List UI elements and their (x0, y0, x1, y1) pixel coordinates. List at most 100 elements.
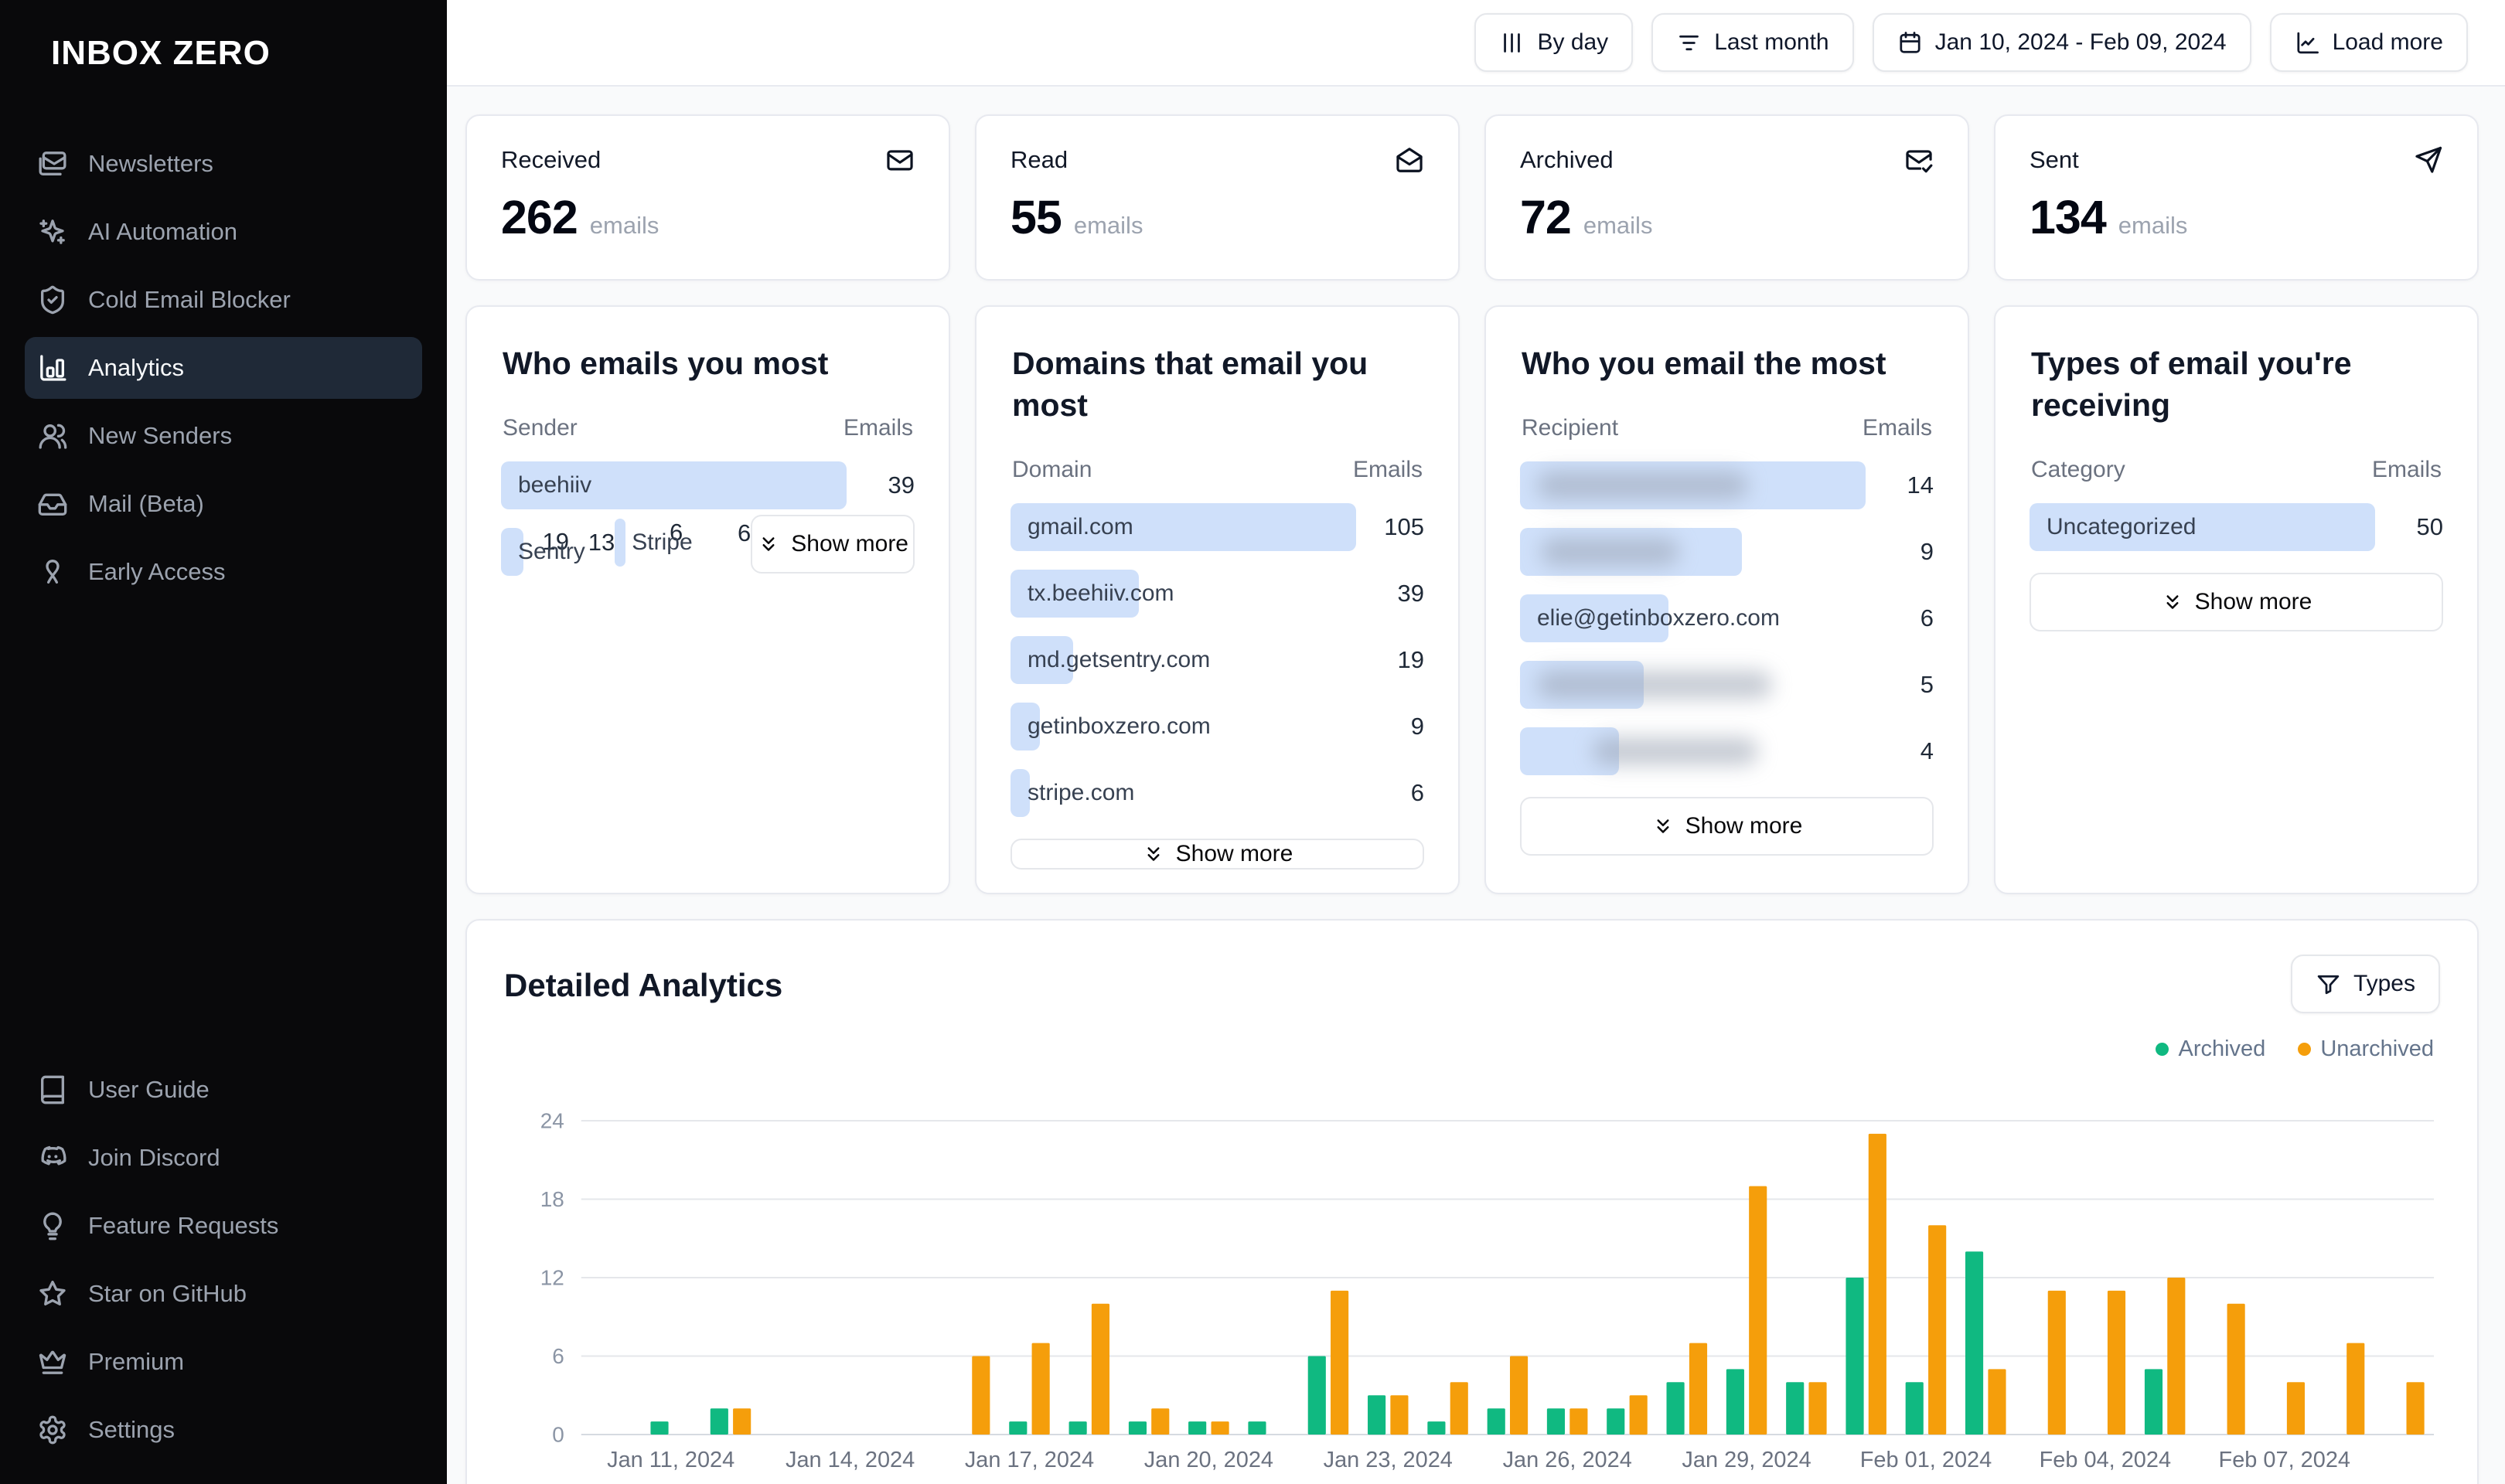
bar-unarchived (1091, 1303, 1110, 1435)
sidebar-item-join-discord[interactable]: Join Discord (25, 1127, 422, 1189)
row-value: 9 (1920, 538, 1934, 566)
row-value: 19 (1397, 646, 1424, 674)
chart-line-icon (2297, 32, 2319, 53)
row-value: 4 (1920, 737, 1934, 765)
row-label: tx.beehiiv.com (1028, 580, 1174, 607)
bar-unarchived (1509, 1356, 1529, 1435)
bar-unarchived (1988, 1369, 2006, 1435)
detailed-analytics-card: Detailed Analytics Types Archived Unarch… (465, 919, 2479, 1484)
panel-title: Who you email the most (1522, 345, 1886, 381)
legend-item-unarchived: Unarchived (2298, 1036, 2434, 1062)
bar-archived (1188, 1421, 1207, 1435)
sidebar-item-star-on-github[interactable]: Star on GitHub (25, 1263, 422, 1325)
bar-unarchived (1450, 1382, 1468, 1435)
stat-card-archived: Archived 72 emails (1484, 114, 1969, 281)
sidebar-item-ai-automation[interactable]: AI Automation (25, 201, 422, 263)
topbar-button-last-month[interactable]: Last month (1651, 13, 1854, 72)
bar-unarchived (1749, 1186, 1767, 1435)
stat-card-header: Read (1011, 145, 1424, 175)
topbar-button-load-more[interactable]: Load more (2269, 13, 2468, 72)
topbar-button-label: Last month (1714, 29, 1829, 55)
sidebar-item-early-access[interactable]: Early Access (25, 541, 422, 603)
bar-unarchived (972, 1356, 990, 1435)
stat-number: 55 (1011, 191, 1062, 243)
sidebar-item-feature-requests[interactable]: Feature Requests (25, 1195, 422, 1257)
bar-archived (1307, 1356, 1326, 1435)
users-icon (39, 424, 67, 449)
sidebar-item-premium[interactable]: Premium (25, 1331, 422, 1393)
table-row: md.getsentry.com 19 (1011, 636, 1424, 685)
types-filter-button[interactable]: Types (2290, 955, 2440, 1013)
table-row: gmail.com 105 (1011, 503, 1424, 552)
sidebar-item-new-senders[interactable]: New Senders (25, 405, 422, 467)
legend-item-archived: Archived (2156, 1036, 2265, 1062)
bar-unarchived (1031, 1343, 1050, 1435)
panel-title: Who emails you most (503, 345, 829, 381)
sidebar-item-user-guide[interactable]: User Guide (25, 1059, 422, 1121)
panel-category: Types of email you're receiving Category… (1994, 305, 2479, 894)
show-more-label: Show more (1685, 813, 1803, 839)
detailed-analytics-title: Detailed Analytics (504, 967, 783, 1003)
y-axis-tick-label: 18 (540, 1187, 564, 1211)
legend-label: Unarchived (2320, 1036, 2434, 1061)
row-bar-area: md.getsentry.com (1011, 636, 1356, 685)
bar-unarchived (1331, 1290, 1349, 1435)
row-bar (1011, 769, 1031, 818)
bar-archived (1128, 1421, 1147, 1435)
table-row: Uncategorized 50 (2030, 503, 2443, 552)
inbox-icon (38, 493, 67, 516)
sidebar-item-analytics[interactable]: Analytics (25, 337, 422, 399)
column-header-label: Category (2031, 457, 2125, 483)
table-row: 6 (683, 509, 751, 557)
stat-unit: emails (1073, 212, 1143, 239)
row-bar-area (1520, 661, 1866, 710)
main-area: By day Last month Jan 10, 2024 - Feb 09, 2… (447, 0, 2505, 1484)
sidebar-item-label: Join Discord (88, 1144, 220, 1171)
topbar: By day Last month Jan 10, 2024 - Feb 09, 2… (447, 0, 2505, 87)
sidebar-item-label: Newsletters (88, 150, 213, 177)
x-axis-tick-label: Jan 26, 2024 (1503, 1448, 1632, 1472)
sidebar-item-label: Analytics (88, 354, 185, 381)
sidebar-item-cold-email-blocker[interactable]: Cold Email Blocker (25, 269, 422, 331)
stat-label: Archived (1520, 146, 1614, 173)
bar-unarchived (2047, 1290, 2066, 1435)
bar-unarchived (1689, 1343, 1708, 1435)
show-more-button[interactable]: Show more (1011, 839, 1424, 870)
stat-label: Received (501, 146, 602, 173)
row-bar-area: stripe.com (1011, 769, 1356, 818)
sidebar-item-newsletters[interactable]: Newsletters (25, 133, 422, 195)
show-more-button[interactable]: Show more (1520, 797, 1934, 856)
sidebar-item-settings[interactable]: Settings (25, 1399, 422, 1461)
redacted-label (1537, 471, 1748, 500)
show-more-button[interactable]: Show more (751, 515, 915, 574)
stat-number: 72 (1520, 191, 1572, 243)
topbar-button-jan-10-2024-feb-09-2024[interactable]: Jan 10, 2024 - Feb 09, 2024 (1872, 13, 2251, 72)
row-bar-area: gmail.com (1011, 503, 1356, 552)
topbar-button-label: Load more (2332, 29, 2443, 55)
panels-row: Who emails you most Sender Emails beehii… (465, 305, 2479, 894)
sidebar-item-mail-beta[interactable]: Mail (Beta) (25, 473, 422, 535)
row-label: gmail.com (1028, 514, 1133, 540)
x-axis-tick-label: Jan 17, 2024 (965, 1448, 1094, 1472)
sidebar-item-label: New Senders (88, 422, 233, 449)
sidebar-item-label: Cold Email Blocker (88, 286, 291, 313)
stats-row: Received 262 emails Read 55 emails Archi… (465, 114, 2479, 281)
row-bar (1011, 703, 1041, 751)
x-axis-tick-label: Jan 11, 2024 (607, 1448, 734, 1472)
sidebar-nav-main: Newsletters AI Automation Cold Email Block… (25, 133, 422, 603)
sidebar-item-label: Early Access (88, 558, 226, 585)
bar-unarchived (2406, 1382, 2425, 1435)
show-more-button[interactable]: Show more (2030, 573, 2443, 632)
x-axis-tick-label: Jan 20, 2024 (1144, 1448, 1273, 1472)
topbar-button-by-day[interactable]: By day (1474, 13, 1634, 72)
bar-archived (1248, 1421, 1266, 1435)
x-axis-tick-label: Jan 14, 2024 (786, 1448, 915, 1472)
sidebar-item-label: Mail (Beta) (88, 490, 204, 517)
sidebar-spacer (25, 603, 422, 1059)
y-axis-tick-label: 6 (552, 1344, 564, 1368)
table-row: 4 (1520, 727, 1934, 776)
row-bar (615, 519, 625, 567)
row-bar-area (1520, 528, 1866, 577)
stat-card-sent: Sent 134 emails (1994, 114, 2479, 281)
